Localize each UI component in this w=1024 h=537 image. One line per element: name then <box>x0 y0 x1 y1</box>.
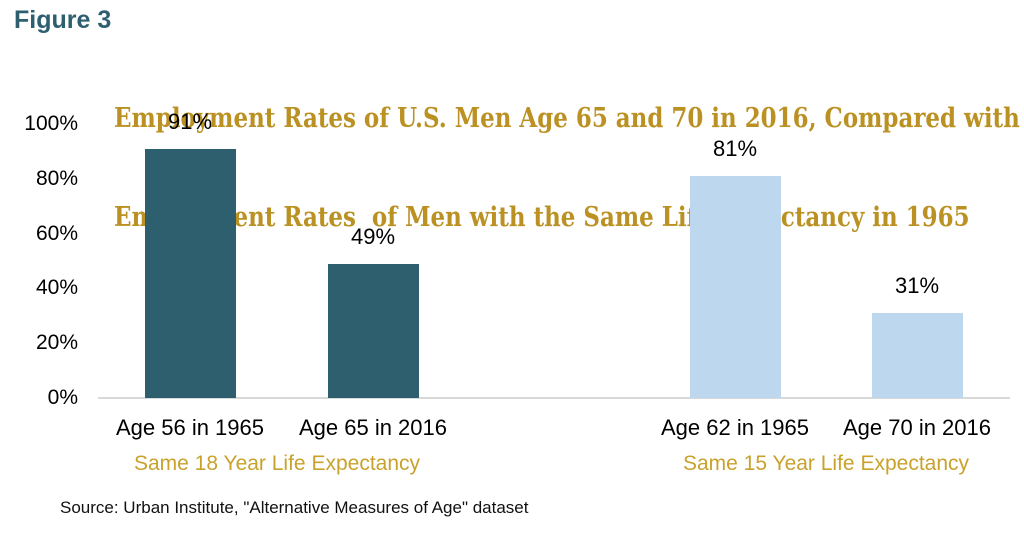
y-axis-tick-label: 100% <box>24 112 78 135</box>
bar-value-label: 91% <box>167 109 213 134</box>
figure-label: Figure 3 <box>14 6 112 34</box>
bar-value-label: 31% <box>894 273 940 298</box>
category-label: Age 70 in 2016 <box>842 415 992 440</box>
chart-title-line1: Employment Rates of U.S. Men Age 65 and … <box>114 103 1020 134</box>
category-label: Age 62 in 1965 <box>660 415 810 440</box>
bar-value-label: 49% <box>350 224 396 249</box>
y-axis-tick-label: 40% <box>35 276 78 300</box>
bar-value-label: 81% <box>712 136 758 161</box>
y-axis-tick-label: 60% <box>35 221 78 245</box>
chart-title: Employment Rates of U.S. Men Age 65 and … <box>114 36 1020 300</box>
bar-age-65-in-2016 <box>327 264 419 398</box>
y-axis-tick-label: 20% <box>35 331 78 355</box>
bar-age-56-in-1965 <box>144 149 236 398</box>
chart-title-line2: Employment Rates of Men with the Same Li… <box>114 202 970 233</box>
category-label: Age 56 in 1965 <box>115 415 265 440</box>
bar-age-62-in-1965 <box>689 176 781 398</box>
category-label: Age 65 in 2016 <box>298 415 448 440</box>
bar-age-70-in-2016 <box>871 313 963 398</box>
y-axis-tick-label: 0% <box>47 386 78 409</box>
source-note: Source: Urban Institute, "Alternative Me… <box>60 498 529 517</box>
group-label: Same 15 Year Life Expectancy <box>682 452 970 475</box>
y-axis-tick-label: 80% <box>35 166 78 190</box>
x-axis-line <box>98 397 1010 399</box>
group-label: Same 18 Year Life Expectancy <box>133 452 421 475</box>
